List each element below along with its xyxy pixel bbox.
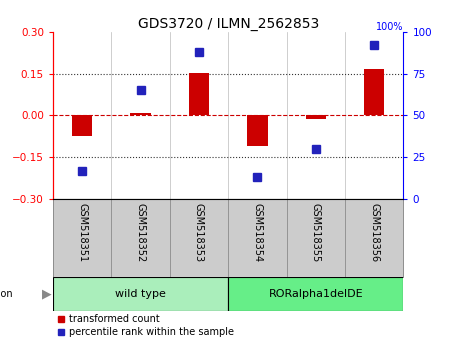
Text: RORalpha1delDE: RORalpha1delDE xyxy=(268,289,363,299)
Legend: transformed count, percentile rank within the sample: transformed count, percentile rank withi… xyxy=(58,314,234,337)
Bar xyxy=(228,199,287,277)
Bar xyxy=(247,115,267,146)
Bar xyxy=(130,113,151,115)
Text: GSM518354: GSM518354 xyxy=(252,203,262,262)
Bar xyxy=(364,69,384,115)
Bar xyxy=(53,277,228,311)
Text: ▶: ▶ xyxy=(41,288,51,301)
Bar xyxy=(287,199,345,277)
Bar xyxy=(72,115,92,136)
Text: wild type: wild type xyxy=(115,289,166,299)
Text: 100%: 100% xyxy=(376,22,403,32)
Bar xyxy=(53,199,112,277)
Title: GDS3720 / ILMN_2562853: GDS3720 / ILMN_2562853 xyxy=(137,17,319,31)
Text: GSM518353: GSM518353 xyxy=(194,203,204,262)
Text: GSM518351: GSM518351 xyxy=(77,203,87,262)
Bar xyxy=(306,115,326,119)
Text: genotype/variation: genotype/variation xyxy=(0,289,13,299)
Bar xyxy=(228,277,403,311)
Bar xyxy=(170,199,228,277)
Text: GSM518355: GSM518355 xyxy=(311,203,321,262)
Bar xyxy=(345,199,403,277)
Bar xyxy=(189,73,209,115)
Text: GSM518352: GSM518352 xyxy=(136,203,146,262)
Bar xyxy=(112,199,170,277)
Text: GSM518356: GSM518356 xyxy=(369,203,379,262)
